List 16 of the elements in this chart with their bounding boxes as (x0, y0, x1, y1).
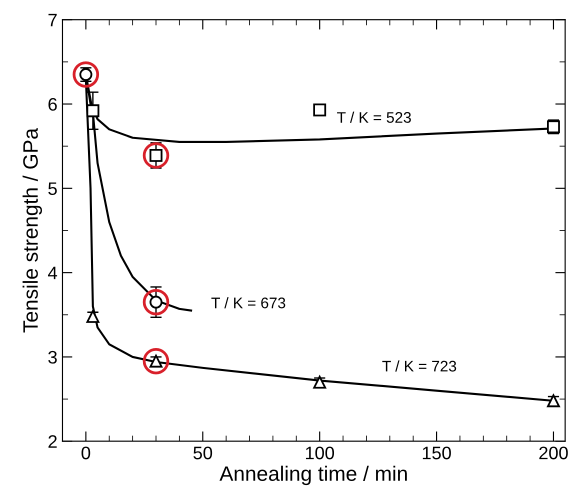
x-tick-label: 150 (422, 446, 451, 460)
x-tick-label: 50 (193, 446, 212, 460)
y-axis-title: Tensile strength / GPa (22, 128, 42, 332)
x-tick-label: 100 (306, 446, 334, 460)
x-axis-title: Annealing time / min (219, 466, 407, 486)
y-tick-label: 6 (48, 98, 57, 111)
y-tick-label: 5 (48, 182, 57, 196)
series-label: T / K = 673 (211, 297, 286, 308)
series-label: T / K = 523 (337, 112, 411, 123)
y-tick-label: 2 (48, 435, 57, 448)
series-label: T / K = 723 (382, 360, 456, 372)
x-tick-label: 200 (539, 446, 568, 460)
x-tick-label: 0 (82, 446, 90, 460)
y-tick-label: 4 (48, 266, 58, 280)
y-tick-label: 7 (48, 14, 57, 26)
y-tick-label: 3 (48, 350, 57, 364)
